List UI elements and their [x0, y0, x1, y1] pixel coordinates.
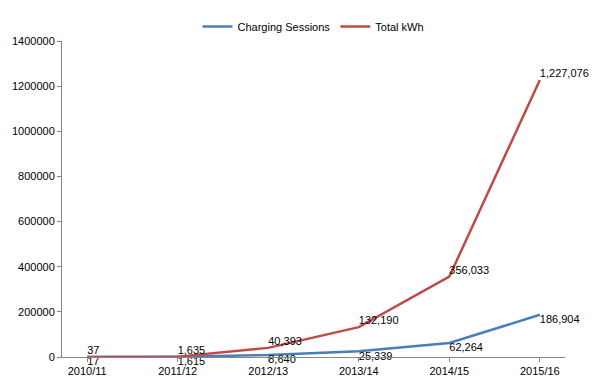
svg-text:2014/15: 2014/15 — [429, 365, 469, 377]
svg-text:400000: 400000 — [18, 261, 55, 273]
svg-text:1,635: 1,635 — [178, 344, 206, 356]
svg-text:Total kWh: Total kWh — [375, 21, 423, 33]
svg-text:2012/13: 2012/13 — [248, 365, 288, 377]
svg-text:1200000: 1200000 — [12, 80, 55, 92]
svg-text:800000: 800000 — [18, 170, 55, 182]
svg-text:Charging Sessions: Charging Sessions — [238, 21, 331, 33]
svg-text:2010/11: 2010/11 — [68, 365, 107, 377]
svg-text:356,033: 356,033 — [449, 264, 489, 276]
svg-text:1,227,076: 1,227,076 — [540, 67, 589, 79]
svg-text:0: 0 — [49, 351, 55, 363]
svg-text:1,615: 1,615 — [178, 355, 206, 367]
svg-text:62,264: 62,264 — [449, 341, 483, 353]
svg-text:186,904: 186,904 — [540, 313, 580, 325]
svg-text:8,640: 8,640 — [268, 353, 296, 365]
svg-text:600000: 600000 — [18, 215, 55, 227]
svg-text:17: 17 — [87, 355, 99, 367]
svg-text:37: 37 — [87, 344, 99, 356]
svg-text:2015/16: 2015/16 — [520, 365, 560, 377]
svg-text:2011/12: 2011/12 — [158, 365, 197, 377]
svg-text:1400000: 1400000 — [12, 35, 55, 47]
svg-text:40,393: 40,393 — [268, 335, 302, 347]
svg-text:1000000: 1000000 — [12, 125, 55, 137]
svg-text:132,190: 132,190 — [359, 314, 399, 326]
svg-text:200000: 200000 — [18, 306, 55, 318]
svg-text:2013/14: 2013/14 — [339, 365, 379, 377]
svg-text:25,339: 25,339 — [359, 350, 393, 362]
